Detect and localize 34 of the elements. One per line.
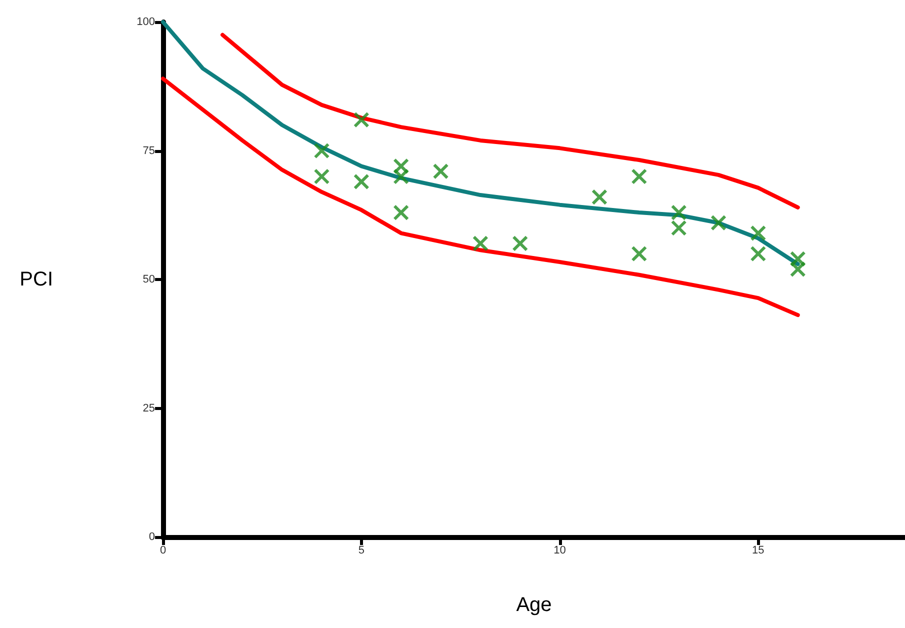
y-axis-title: PCI [20,268,53,290]
x-tick-label: 5 [358,544,364,556]
line-series [161,20,800,266]
point [432,163,449,180]
point [631,246,648,262]
y-tick-label: 75 [142,144,155,157]
point [512,235,528,252]
point [353,112,370,128]
y-tick-label: 25 [142,402,155,414]
point [750,246,766,262]
point [393,158,410,174]
point [393,204,410,221]
point [710,214,727,231]
point [670,204,687,221]
point [314,142,330,159]
y-tick-label: 50 [142,274,155,286]
point [790,261,806,278]
y-tick-label: 100 [136,16,155,28]
line-series [161,76,800,318]
point [314,168,330,184]
point [790,250,806,267]
x-tick-label: 15 [752,544,764,556]
x-tick-label: 0 [160,544,166,556]
point [631,168,648,184]
point [353,174,370,190]
line-series [220,32,800,210]
point [670,220,687,236]
point [591,189,608,206]
point [393,168,410,184]
x-tick-label: 10 [554,544,566,556]
y-tick-label: 0 [148,531,155,543]
x-axis-title: Age [516,594,552,616]
point [472,235,488,252]
point [750,225,766,242]
